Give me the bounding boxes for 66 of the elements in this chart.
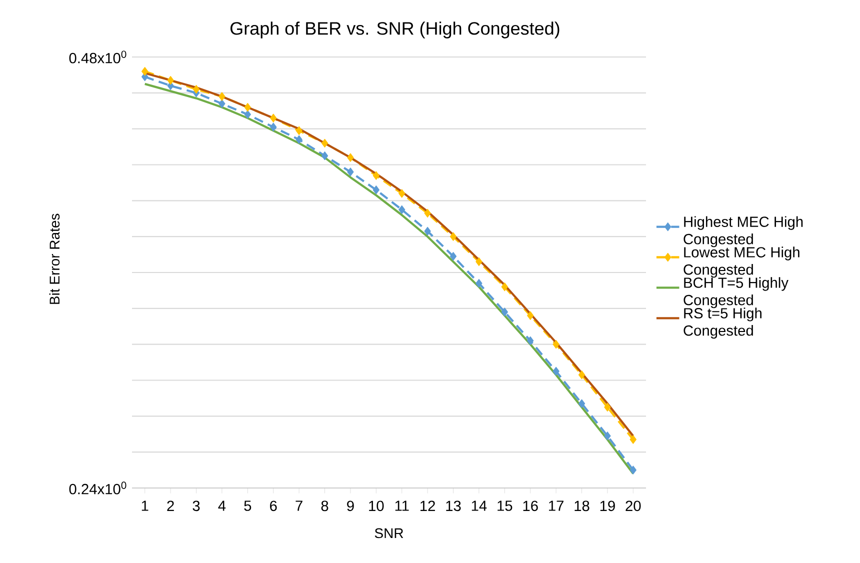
x-tick-label: 16 bbox=[523, 500, 538, 512]
legend-label: RS t=5 High Congested bbox=[684, 308, 762, 339]
point bbox=[167, 76, 174, 85]
point bbox=[218, 99, 226, 108]
x-tick-label: 9 bbox=[347, 500, 354, 512]
point bbox=[552, 366, 560, 376]
legend-label: BCH T=5 Highly Congested bbox=[684, 277, 788, 308]
y-tick-label: 0.24x10$^{0}$ bbox=[69, 482, 126, 494]
x-tick-label: 20 bbox=[626, 500, 641, 512]
x-tick-label: 12 bbox=[420, 500, 435, 511]
point bbox=[372, 171, 380, 180]
point bbox=[424, 226, 431, 236]
point bbox=[450, 252, 457, 261]
point bbox=[372, 186, 380, 194]
point bbox=[270, 114, 277, 122]
point bbox=[450, 232, 457, 241]
point bbox=[398, 189, 406, 198]
legend-label: Lowest MEC High Congested bbox=[684, 246, 800, 278]
point bbox=[424, 208, 431, 218]
x-tick-label: 3 bbox=[192, 500, 200, 512]
point bbox=[604, 432, 611, 440]
y-tick-label: 0.48x10$^{0}$ bbox=[69, 50, 126, 64]
point bbox=[501, 282, 508, 292]
point bbox=[270, 122, 277, 132]
point bbox=[630, 435, 636, 444]
x-tick-label: 13 bbox=[446, 500, 461, 512]
x-tick-label: 19 bbox=[600, 500, 615, 512]
x-tick-label: 11 bbox=[395, 500, 409, 511]
x-axis-title: SNR bbox=[374, 528, 404, 538]
x-tick-label: 7 bbox=[296, 500, 302, 511]
point bbox=[527, 336, 534, 346]
point bbox=[244, 110, 251, 119]
point bbox=[142, 67, 148, 76]
point bbox=[552, 340, 560, 349]
point bbox=[321, 138, 328, 148]
y-axis-title: Bit Error Rates bbox=[49, 214, 60, 304]
point bbox=[630, 466, 636, 474]
point bbox=[476, 257, 482, 266]
point bbox=[604, 402, 611, 412]
legend-label: Highest MEC High Congested bbox=[684, 216, 803, 248]
point bbox=[244, 102, 251, 112]
point bbox=[347, 168, 354, 176]
x-tick-label: 2 bbox=[167, 500, 174, 511]
x-tick-label: 10 bbox=[369, 500, 384, 512]
point bbox=[527, 311, 534, 320]
point bbox=[398, 205, 406, 214]
x-tick-label: 4 bbox=[218, 500, 226, 511]
x-tick-label: 17 bbox=[549, 500, 564, 511]
point bbox=[578, 399, 586, 408]
x-tick-label: 5 bbox=[244, 500, 252, 511]
x-tick-label: 6 bbox=[270, 500, 277, 512]
point bbox=[578, 370, 586, 380]
point bbox=[501, 308, 508, 316]
x-tick-label: 18 bbox=[574, 500, 590, 512]
x-tick-label: 14 bbox=[472, 500, 487, 511]
x-tick-label: 1 bbox=[142, 500, 148, 511]
point bbox=[347, 153, 354, 162]
x-tick-label: 15 bbox=[498, 500, 512, 511]
point bbox=[476, 278, 482, 288]
point bbox=[218, 92, 226, 101]
point bbox=[192, 84, 200, 94]
point bbox=[321, 151, 328, 160]
chart-title: Graph of BER vs. SNR (High Congested) bbox=[230, 22, 560, 38]
point bbox=[296, 126, 302, 135]
point bbox=[296, 135, 302, 144]
x-tick-label: 8 bbox=[321, 500, 328, 512]
